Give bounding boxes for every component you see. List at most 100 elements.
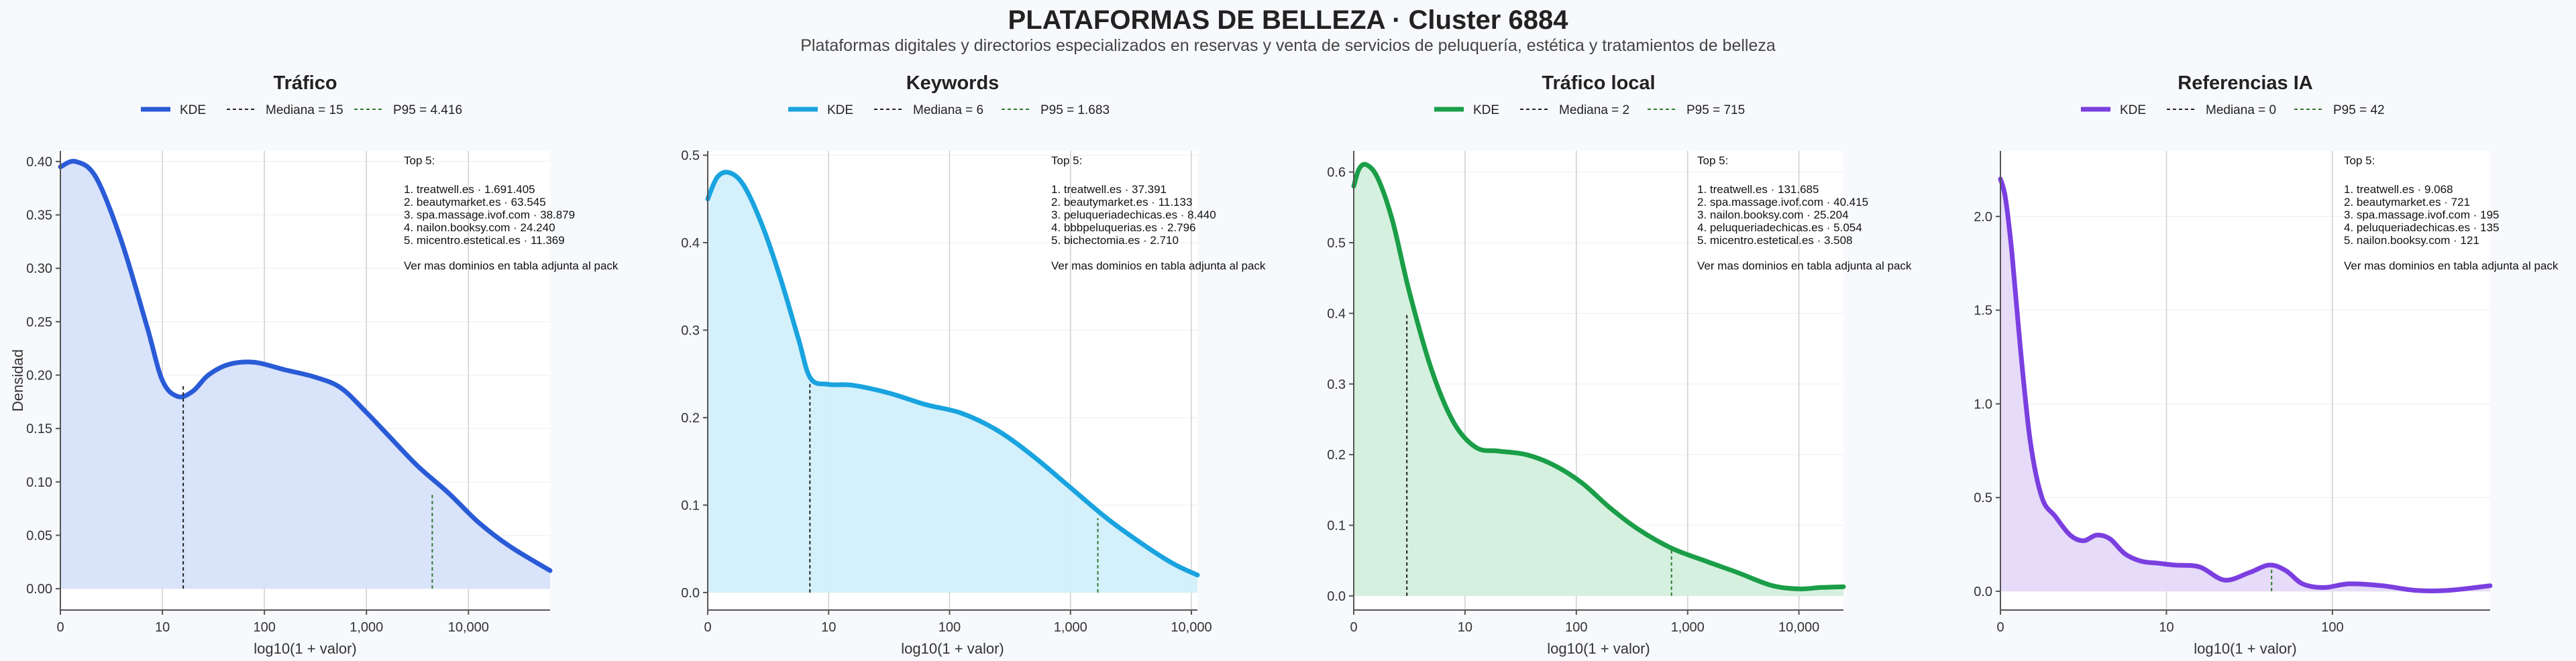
legend-median-label: Mediana = 2	[1559, 103, 1629, 117]
top5-more-note: Ver mas dominios en tabla adjunta al pac…	[2344, 259, 2559, 272]
chart-panel-4: 0.0 0.5 1.0 1.5 2.0 0 10 100 log10(1 + valor) Ref…	[1974, 72, 2559, 657]
x-tick-label: 0	[1996, 620, 2004, 635]
top5-title: Top 5:	[404, 154, 435, 167]
kde-area	[708, 172, 1197, 593]
kde-line	[58, 158, 553, 573]
page-title: PLATAFORMAS DE BELLEZA · Cluster 6884	[1008, 5, 1568, 35]
top5-more-note: Ver mas dominios en tabla adjunta al pac…	[404, 259, 619, 272]
top5-item: 4. peluqueriadechicas.es · 5.054	[1697, 221, 1862, 234]
y-tick-label: 0.2	[681, 411, 700, 426]
top5-more-note: Ver mas dominios en tabla adjunta al pac…	[1051, 259, 1266, 272]
x-tick-label: 10,000	[448, 620, 489, 635]
top5-item: 2. beautymarket.es · 11.133	[1051, 196, 1192, 208]
x-tick-label: 1,000	[1671, 620, 1705, 635]
kde-area	[2000, 178, 2490, 592]
y-tick-label: 0.3	[1327, 377, 1346, 392]
top5-item: 4. nailon.booksy.com · 24.240	[404, 221, 555, 234]
legend-kde-label: KDE	[2120, 103, 2146, 117]
legend-p95-label: P95 = 715	[1686, 103, 1745, 117]
top5-item: 5. nailon.booksy.com · 121	[2344, 234, 2479, 247]
x-axis-label: log10(1 + valor)	[901, 640, 1004, 657]
legend-p95-label: P95 = 42	[2333, 103, 2385, 117]
top5-item: 2. spa.massage.ivof.com · 40.415	[1697, 196, 1868, 208]
page-subtitle: Plataformas digitales y directorios espe…	[800, 36, 1776, 55]
y-tick-label: 0.1	[1327, 519, 1346, 534]
y-tick-label: 0.25	[26, 315, 52, 330]
chart-title: Keywords	[906, 72, 1000, 94]
x-tick-label: 100	[2321, 620, 2343, 635]
chart-title: Referencias IA	[2178, 72, 2313, 94]
x-tick-label: 10	[821, 620, 836, 635]
y-tick-label: 1.5	[1974, 304, 1992, 318]
x-axis-label: log10(1 + valor)	[2194, 640, 2296, 657]
y-tick-label: 2.0	[1974, 210, 1992, 225]
y-tick-label: 0.15	[26, 422, 52, 436]
y-tick-label: 0.3	[681, 323, 700, 338]
top5-item: 5. bichectomia.es · 2.710	[1051, 234, 1179, 247]
chart-panel-3: 0.0 0.1 0.2 0.3 0.4 0.5 0.6 0 10 100 1,000 10,000 lo…	[1327, 72, 1912, 657]
top5-title: Top 5:	[1697, 154, 1728, 167]
y-tick-label: 0.6	[1327, 166, 1346, 180]
top5-item: 5. micentro.estetical.es · 11.369	[404, 234, 565, 247]
top5-item: 3. spa.massage.ivof.com · 195	[2344, 208, 2500, 221]
x-tick-label: 0	[1350, 620, 1357, 635]
y-tick-label: 1.0	[1974, 397, 1992, 412]
top5-more-note: Ver mas dominios en tabla adjunta al pac…	[1697, 259, 1912, 272]
y-tick-label: 0.0	[1974, 585, 1992, 599]
top5-title: Top 5:	[1051, 154, 1082, 167]
x-tick-label: 10	[2159, 620, 2174, 635]
legend-median-label: Mediana = 15	[266, 103, 343, 117]
top5-item: 1. treatwell.es · 37.391	[1051, 183, 1167, 196]
y-tick-label: 0.00	[26, 582, 52, 597]
y-tick-label: 0.40	[26, 155, 52, 170]
top5-item: 4. peluqueriadechicas.es · 135	[2344, 221, 2500, 234]
top5-item: 1. treatwell.es · 131.685	[1697, 183, 1819, 196]
kde-line	[1998, 176, 2493, 593]
chart-panel-1: 0.00 0.05 0.10 0.15 0.20 0.25 0.30 0.35 0.40 0 10 1…	[9, 72, 619, 657]
y-tick-label: 0.20	[26, 369, 52, 383]
kde-area	[1354, 164, 1843, 596]
chart-title: Tráfico local	[1542, 72, 1655, 94]
y-tick-label: 0.05	[26, 528, 52, 543]
top5-item: 3. nailon.booksy.com · 25.204	[1697, 208, 1849, 221]
legend-kde-label: KDE	[180, 103, 206, 117]
top5-item: 3. peluqueriadechicas.es · 8.440	[1051, 208, 1216, 221]
y-tick-label: 0.4	[1327, 306, 1346, 321]
y-tick-label: 0.0	[681, 586, 700, 601]
top5-item: 1. treatwell.es · 9.068	[2344, 183, 2453, 196]
top5-item: 4. bbbpeluquerias.es · 2.796	[1051, 221, 1196, 234]
x-tick-label: 10	[1458, 620, 1472, 635]
legend-median-label: Mediana = 0	[2206, 103, 2276, 117]
y-tick-label: 0.35	[26, 208, 52, 223]
top5-item: 1. treatwell.es · 1.691.405	[404, 183, 535, 196]
plot-area	[2000, 151, 2490, 610]
chart-title: Tráfico	[273, 72, 337, 94]
x-tick-label: 10,000	[1171, 620, 1212, 635]
y-tick-label: 0.10	[26, 475, 52, 490]
legend-kde-label: KDE	[1473, 103, 1499, 117]
x-tick-label: 100	[253, 620, 275, 635]
kde-line	[1351, 162, 1846, 591]
top5-title: Top 5:	[2344, 154, 2375, 167]
legend-kde-label: KDE	[827, 103, 853, 117]
y-tick-label: 0.5	[1974, 491, 1992, 505]
y-tick-label: 0.4	[681, 236, 700, 251]
x-tick-label: 0	[704, 620, 711, 635]
x-tick-label: 100	[938, 620, 961, 635]
y-tick-label: 0.5	[1327, 236, 1346, 251]
legend-p95-label: P95 = 4.416	[393, 103, 462, 117]
y-tick-label: 0.5	[681, 149, 700, 164]
top5-item: 2. beautymarket.es · 721	[2344, 196, 2470, 208]
x-tick-label: 10	[155, 620, 170, 635]
y-tick-label: 0.1	[681, 498, 700, 513]
top5-item: 2. beautymarket.es · 63.545	[404, 196, 546, 208]
top5-item: 3. spa.massage.ivof.com · 38.879	[404, 208, 575, 221]
x-tick-label: 1,000	[1054, 620, 1087, 635]
x-axis-label: log10(1 + valor)	[254, 640, 356, 657]
chart-panel-2: 0.0 0.1 0.2 0.3 0.4 0.5 0 10 100 1,000 10,000 log10…	[681, 72, 1266, 657]
legend-p95-label: P95 = 1.683	[1040, 103, 1110, 117]
x-axis-label: log10(1 + valor)	[1547, 640, 1650, 657]
top5-item: 5. micentro.estetical.es · 3.508	[1697, 234, 1853, 247]
